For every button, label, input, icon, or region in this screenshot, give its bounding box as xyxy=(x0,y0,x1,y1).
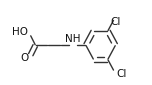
Text: O: O xyxy=(20,53,28,63)
Text: NH: NH xyxy=(65,34,80,44)
Text: Cl: Cl xyxy=(110,17,121,27)
Text: Cl: Cl xyxy=(116,69,127,79)
Text: HO: HO xyxy=(12,27,28,37)
